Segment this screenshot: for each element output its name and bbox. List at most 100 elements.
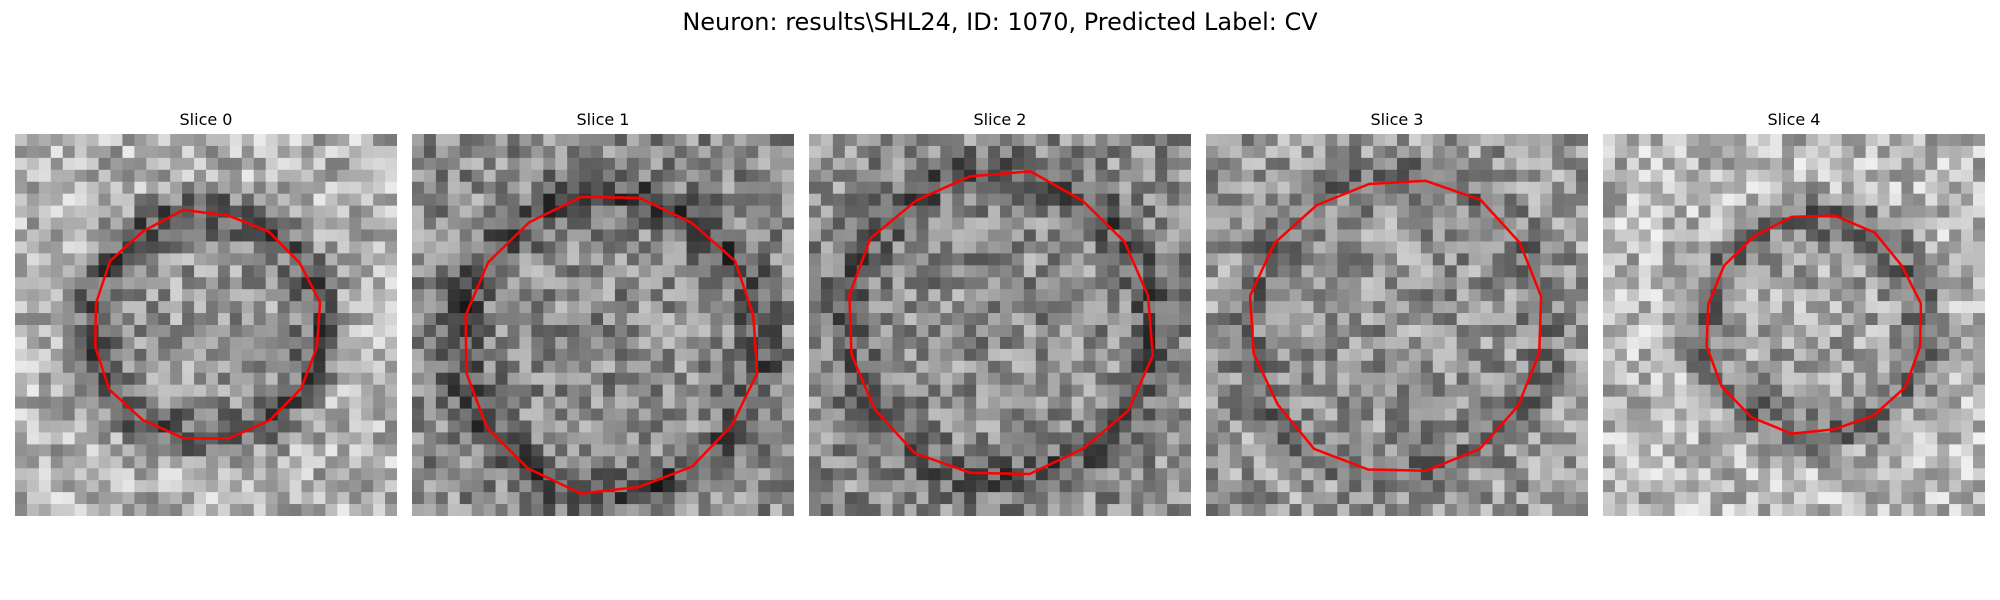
pixel-cell (1035, 277, 1049, 290)
pixel-cell (361, 253, 374, 266)
pixel-cell (1853, 145, 1867, 159)
pixel-cell (880, 134, 894, 147)
pixel-cell (182, 504, 195, 516)
pixel-cell (1492, 348, 1506, 362)
pixel-cell (337, 420, 350, 434)
pixel-cell (1480, 360, 1494, 374)
slice-image-4 (1603, 134, 1985, 516)
pixel-cell (325, 169, 338, 183)
pixel-cell (746, 480, 759, 493)
pixel-cell (289, 241, 303, 254)
pixel-cell (1059, 360, 1073, 374)
pixel-cell (122, 480, 135, 493)
pixel-cell (1865, 217, 1879, 231)
pixel-cell (928, 432, 941, 445)
pixel-cell (26, 396, 40, 410)
pixel-cell (710, 229, 723, 243)
pixel-cell (217, 504, 231, 516)
pixel-cell (1119, 145, 1132, 159)
pixel-cell (1301, 480, 1315, 493)
pixel-cell (1853, 432, 1867, 445)
pixel-cell (1480, 134, 1494, 147)
pixel-cell (1325, 157, 1338, 171)
pixel-cell (182, 313, 195, 326)
pixel-cell (856, 456, 870, 469)
pixel-cell (519, 157, 532, 171)
pixel-cell (579, 444, 592, 457)
pixel-cell (722, 301, 735, 314)
pixel-cell (782, 432, 794, 445)
pixel-cell (1782, 181, 1795, 195)
pixel-cell (1913, 420, 1926, 434)
pixel-cell (1758, 193, 1771, 207)
pixel-cell (1289, 504, 1303, 516)
pixel-cell (1385, 348, 1398, 362)
pixel-cell (373, 134, 386, 147)
pixel-cell (385, 396, 397, 410)
pixel-cell (940, 504, 953, 516)
pixel-cell (1552, 169, 1565, 183)
pixel-cell (1229, 277, 1243, 290)
pixel-cell (1638, 432, 1652, 445)
pixel-cell (734, 420, 747, 434)
pixel-cell (1301, 444, 1315, 457)
pixel-cell (1143, 336, 1156, 350)
pixel-cell (86, 169, 100, 183)
pixel-cell (1674, 229, 1688, 243)
pixel-cell (62, 325, 76, 338)
pixel-cell (1083, 145, 1097, 159)
pixel-cell (1035, 193, 1049, 207)
pixel-cell (626, 193, 640, 207)
pixel-cell (1095, 360, 1109, 374)
pixel-cell (170, 336, 183, 350)
pixel-cell (1468, 253, 1482, 266)
pixel-cell (1265, 313, 1279, 326)
pixel-cell (1107, 193, 1120, 207)
pixel-cell (591, 313, 604, 326)
pixel-cell (146, 229, 159, 243)
pixel-cell (1564, 313, 1577, 326)
pixel-cell (1925, 360, 1938, 374)
pixel-cell (1686, 456, 1700, 469)
pixel-cell (1662, 205, 1676, 219)
pixel-cell (253, 277, 267, 290)
pixel-cell (1167, 217, 1180, 231)
pixel-cell (1217, 265, 1231, 278)
pixel-cell (603, 384, 616, 398)
pixel-cell (1131, 217, 1144, 231)
pixel-cell (1468, 145, 1482, 159)
pixel-cell (337, 181, 350, 195)
pixel-cell (1119, 336, 1132, 350)
pixel-cell (435, 468, 449, 481)
pixel-cell (710, 444, 723, 457)
pixel-cell (1805, 217, 1819, 231)
pixel-cell (1877, 372, 1891, 386)
pixel-cell (1504, 157, 1517, 171)
pixel-cell (1973, 205, 1985, 219)
pixel-cell (710, 408, 723, 422)
pixel-cell (447, 134, 461, 147)
pixel-cell (265, 504, 279, 516)
pixel-cell (373, 229, 386, 243)
pixel-cell (134, 492, 147, 505)
pixel-cell (507, 217, 521, 231)
pixel-cell (1662, 145, 1676, 159)
pixel-cell (74, 145, 88, 159)
pixel-cell (614, 181, 628, 195)
pixel-cell (686, 384, 700, 398)
pixel-cell (662, 480, 676, 493)
pixel-cell (1841, 313, 1855, 326)
pixel-cell (1480, 301, 1494, 314)
pixel-cell (1710, 325, 1723, 338)
pixel-cell (880, 348, 894, 362)
pixel-cell (349, 229, 362, 243)
pixel-cell (1217, 408, 1231, 422)
pixel-cell (1552, 420, 1565, 434)
pixel-cell (1603, 348, 1616, 362)
pixel-cell (1603, 360, 1616, 374)
pixel-cell (229, 480, 243, 493)
pixel-cell (892, 408, 906, 422)
pixel-cell (1722, 157, 1735, 171)
pixel-cell (1408, 157, 1422, 171)
pixel-cell (543, 301, 556, 314)
